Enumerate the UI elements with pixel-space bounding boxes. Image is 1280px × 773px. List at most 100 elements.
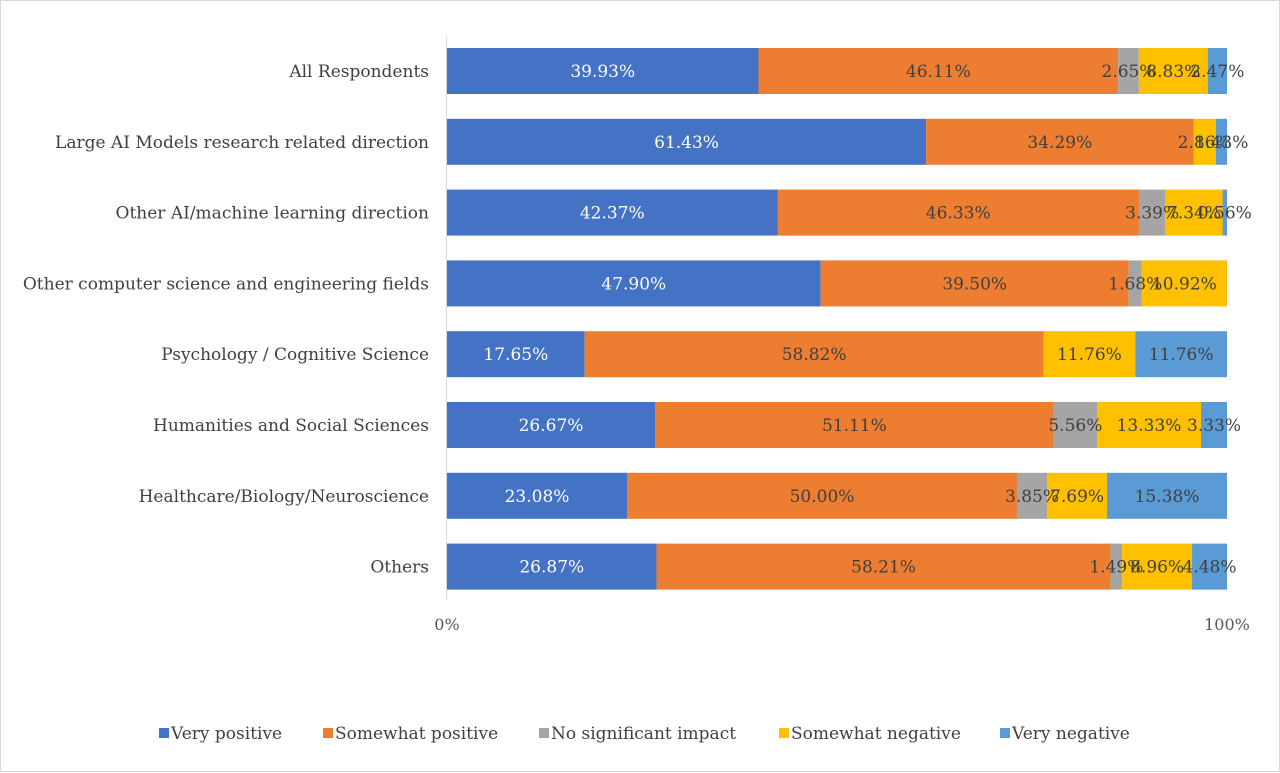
legend-swatch-somewhat-positive — [323, 728, 333, 738]
category-label-large-ai-models-research-related-direction: Large AI Models research related directi… — [55, 133, 429, 153]
category-label-healthcare-biology-neuroscience: Healthcare/Biology/Neuroscience — [139, 487, 429, 507]
legend-swatch-very-negative — [1000, 728, 1010, 738]
bar-very-positive-large-ai-models-research-related-direction — [447, 118, 927, 165]
bar-very-negative-healthcare-biology-neuroscience — [1107, 472, 1227, 519]
data-labels: 39.93% 46.11% 2.65%8.83%2.47% 61.43% 34.29% 2… — [483, 62, 1251, 578]
bar-somewhat-positive-other-ai-machine-learning-direction — [777, 189, 1139, 236]
bar-very-positive-psychology-cognitive-science — [447, 331, 585, 378]
category-label-humanities-and-social-sciences: Humanities and Social Sciences — [153, 416, 429, 436]
data-label-very-positive-all-respondents: 39.93% — [570, 62, 635, 82]
bar-somewhat-positive-large-ai-models-research-related-direction — [926, 118, 1194, 165]
bar-somewhat-positive-other-computer-science-and-engineering-fields — [820, 260, 1129, 307]
bar-no-significant-impact-others — [1110, 543, 1123, 590]
data-label-very-positive-others: 26.87% — [519, 558, 584, 578]
legend: Very positive Somewhat positive No signifi… — [159, 724, 1130, 744]
data-label-very-negative-others: 4.48% — [1183, 558, 1237, 578]
category-label-other-ai-machine-learning-direction: Other AI/machine learning direction — [116, 204, 430, 224]
data-label-somewhat-positive-other-computer-science-and-engineering-fields: 39.50% — [942, 274, 1007, 294]
data-label-somewhat-negative-others: 8.96% — [1130, 558, 1184, 578]
category-labels: All Respondents Large AI Models research … — [23, 62, 429, 578]
data-label-somewhat-positive-all-respondents: 46.11% — [906, 62, 971, 82]
bar-somewhat-positive-healthcare-biology-neuroscience — [627, 472, 1018, 519]
legend-swatch-somewhat-negative — [779, 728, 789, 738]
bar-no-significant-impact-other-ai-machine-learning-direction — [1138, 189, 1166, 236]
bar-somewhat-negative-all-respondents — [1138, 48, 1208, 94]
data-label-no-significant-impact-other-ai-machine-learning-direction: 3.39% — [1125, 204, 1179, 224]
data-label-very-negative-large-ai-models-research-related-direction: 1.43% — [1194, 133, 1248, 153]
bar-very-negative-other-ai-machine-learning-direction — [1222, 189, 1227, 236]
bar-very-positive-others — [447, 543, 657, 590]
data-label-very-positive-other-ai-machine-learning-direction: 42.37% — [580, 204, 645, 224]
legend-label-very-negative: Very negative — [1011, 724, 1130, 744]
bar-somewhat-positive-all-respondents — [758, 48, 1119, 94]
bar-very-positive-other-computer-science-and-engineering-fields — [447, 260, 821, 307]
x-tick-label-0: 0% — [434, 615, 459, 634]
bar-very-negative-all-respondents — [1207, 48, 1227, 94]
data-label-very-positive-large-ai-models-research-related-direction: 61.43% — [654, 133, 719, 153]
bars-layer — [447, 48, 1227, 590]
data-label-very-positive-humanities-and-social-sciences: 26.67% — [519, 416, 584, 436]
bar-very-positive-all-respondents — [447, 48, 759, 94]
data-label-somewhat-positive-healthcare-biology-neuroscience: 50.00% — [790, 487, 855, 507]
bar-somewhat-negative-large-ai-models-research-related-direction — [1193, 118, 1216, 165]
data-label-somewhat-positive-psychology-cognitive-science: 58.82% — [782, 345, 847, 365]
bar-very-negative-others — [1192, 543, 1227, 590]
bar-somewhat-positive-others — [656, 543, 1111, 590]
legend-swatch-no-significant-impact — [539, 728, 549, 738]
data-label-somewhat-positive-large-ai-models-research-related-direction: 34.29% — [1027, 133, 1092, 153]
data-label-somewhat-positive-others: 58.21% — [851, 558, 916, 578]
data-label-somewhat-negative-other-computer-science-and-engineering-fields: 10.92% — [1152, 274, 1217, 294]
bar-somewhat-negative-psychology-cognitive-science — [1043, 331, 1136, 378]
data-label-somewhat-negative-psychology-cognitive-science: 11.76% — [1057, 345, 1122, 365]
data-label-no-significant-impact-healthcare-biology-neuroscience: 3.85% — [1005, 487, 1059, 507]
data-label-no-significant-impact-others: 1.49% — [1089, 558, 1143, 578]
bar-very-negative-humanities-and-social-sciences — [1201, 402, 1227, 448]
legend-label-somewhat-positive: Somewhat positive — [335, 724, 498, 744]
bar-very-positive-humanities-and-social-sciences — [447, 402, 656, 448]
data-label-somewhat-positive-other-ai-machine-learning-direction: 46.33% — [926, 204, 991, 224]
data-label-very-positive-psychology-cognitive-science: 17.65% — [483, 345, 548, 365]
category-label-other-computer-science-and-engineering-fields: Other computer science and engineering f… — [23, 274, 429, 294]
data-label-very-negative-psychology-cognitive-science: 11.76% — [1149, 345, 1214, 365]
data-label-somewhat-negative-humanities-and-social-sciences: 13.33% — [1117, 416, 1182, 436]
x-tick-label-1: 100% — [1204, 615, 1250, 634]
legend-swatch-very-positive — [159, 728, 169, 738]
bar-no-significant-impact-all-respondents — [1118, 48, 1139, 94]
bar-very-negative-psychology-cognitive-science — [1135, 331, 1227, 378]
data-label-no-significant-impact-humanities-and-social-sciences: 5.56% — [1048, 416, 1102, 436]
legend-label-no-significant-impact: No significant impact — [551, 724, 736, 744]
bar-very-positive-healthcare-biology-neuroscience — [447, 472, 628, 519]
data-label-very-negative-other-ai-machine-learning-direction: 0.56% — [1198, 204, 1252, 224]
bar-somewhat-positive-humanities-and-social-sciences — [655, 402, 1054, 448]
data-label-no-significant-impact-other-computer-science-and-engineering-fields: 1.68% — [1108, 274, 1162, 294]
data-label-somewhat-negative-other-ai-machine-learning-direction: 7.34% — [1167, 204, 1221, 224]
bar-somewhat-negative-other-computer-science-and-engineering-fields — [1141, 260, 1227, 307]
bar-no-significant-impact-humanities-and-social-sciences — [1053, 402, 1098, 448]
bar-somewhat-negative-humanities-and-social-sciences — [1097, 402, 1202, 448]
data-label-very-negative-humanities-and-social-sciences: 3.33% — [1187, 416, 1241, 436]
data-label-very-positive-healthcare-biology-neuroscience: 23.08% — [505, 487, 570, 507]
bar-no-significant-impact-other-computer-science-and-engineering-fields — [1128, 260, 1142, 307]
bar-very-positive-other-ai-machine-learning-direction — [447, 189, 778, 236]
bar-somewhat-negative-other-ai-machine-learning-direction — [1165, 189, 1223, 236]
data-label-very-negative-all-respondents: 2.47% — [1190, 62, 1244, 82]
category-label-others: Others — [370, 558, 429, 578]
legend-label-very-positive: Very positive — [170, 724, 282, 744]
bar-somewhat-negative-healthcare-biology-neuroscience — [1047, 472, 1108, 519]
x-axis-ticks: 0% 100% — [434, 615, 1250, 634]
bar-somewhat-positive-psychology-cognitive-science — [584, 331, 1044, 378]
data-label-somewhat-negative-healthcare-biology-neuroscience: 7.69% — [1050, 487, 1104, 507]
bar-no-significant-impact-healthcare-biology-neuroscience — [1017, 472, 1048, 519]
category-label-psychology-cognitive-science: Psychology / Cognitive Science — [161, 345, 429, 365]
legend-label-somewhat-negative: Somewhat negative — [791, 724, 961, 744]
bar-very-negative-large-ai-models-research-related-direction — [1215, 118, 1227, 165]
bar-somewhat-negative-others — [1122, 543, 1193, 590]
data-label-no-significant-impact-all-respondents: 2.65% — [1102, 62, 1156, 82]
data-label-very-negative-healthcare-biology-neuroscience: 15.38% — [1135, 487, 1200, 507]
category-label-all-respondents: All Respondents — [288, 62, 429, 82]
data-label-somewhat-negative-large-ai-models-research-related-direction: 2.86% — [1178, 133, 1232, 153]
data-label-very-positive-other-computer-science-and-engineering-fields: 47.90% — [601, 274, 666, 294]
data-label-somewhat-positive-humanities-and-social-sciences: 51.11% — [822, 416, 887, 436]
